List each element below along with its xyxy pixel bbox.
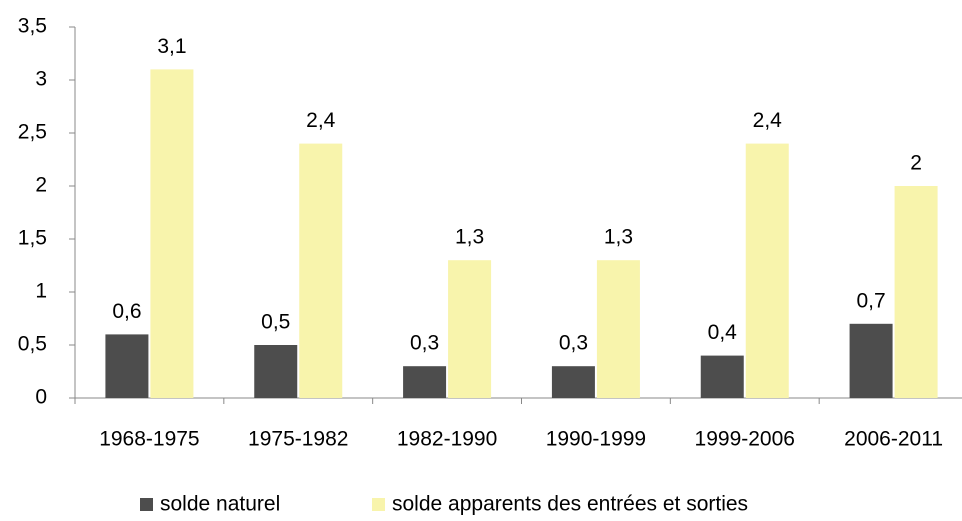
x-tick-label: 1990-1999 [546, 428, 646, 451]
data-label: 2,4 [753, 109, 783, 132]
bar [150, 69, 194, 399]
data-label: 3,1 [157, 35, 186, 58]
data-label: 0,4 [708, 321, 738, 344]
data-label: 0,3 [559, 332, 588, 355]
y-tick-label: 3,5 [18, 15, 47, 38]
bar [894, 186, 938, 398]
data-label: 0,5 [261, 311, 290, 334]
data-label: 0,7 [856, 289, 885, 312]
y-tick-label: 2 [35, 174, 47, 197]
y-tick-label: 3 [35, 68, 47, 91]
data-label: 1,3 [604, 226, 633, 249]
bar [551, 366, 595, 398]
legend-label: solde naturel [160, 493, 280, 516]
bar [403, 366, 447, 398]
legend-swatch [372, 498, 385, 511]
data-label: 0,6 [112, 300, 141, 323]
x-tick-label: 1968-1975 [99, 428, 199, 451]
y-tick-label: 0 [35, 386, 47, 409]
data-label: 1,3 [455, 226, 484, 249]
bar [745, 143, 789, 398]
bar [105, 334, 149, 398]
legend-label: solde apparents des entrées et sorties [392, 493, 748, 516]
bar [254, 345, 298, 398]
bar [700, 355, 744, 398]
bar [596, 260, 640, 398]
bar [849, 323, 893, 398]
x-tick-label: 1999-2006 [695, 428, 795, 451]
y-tick-label: 1,5 [18, 227, 47, 250]
data-label: 2,4 [306, 109, 336, 132]
y-tick-label: 0,5 [18, 333, 47, 356]
x-tick-label: 2006-2011 [844, 428, 943, 451]
data-label: 2 [910, 152, 922, 175]
y-tick-label: 2,5 [18, 121, 47, 144]
bar [448, 260, 492, 398]
bar [299, 143, 343, 398]
data-label: 0,3 [410, 332, 439, 355]
x-tick-label: 1982-1990 [397, 428, 497, 451]
x-tick-label: 1975-1982 [248, 428, 348, 451]
legend-swatch [140, 498, 153, 511]
y-tick-label: 1 [35, 280, 47, 303]
